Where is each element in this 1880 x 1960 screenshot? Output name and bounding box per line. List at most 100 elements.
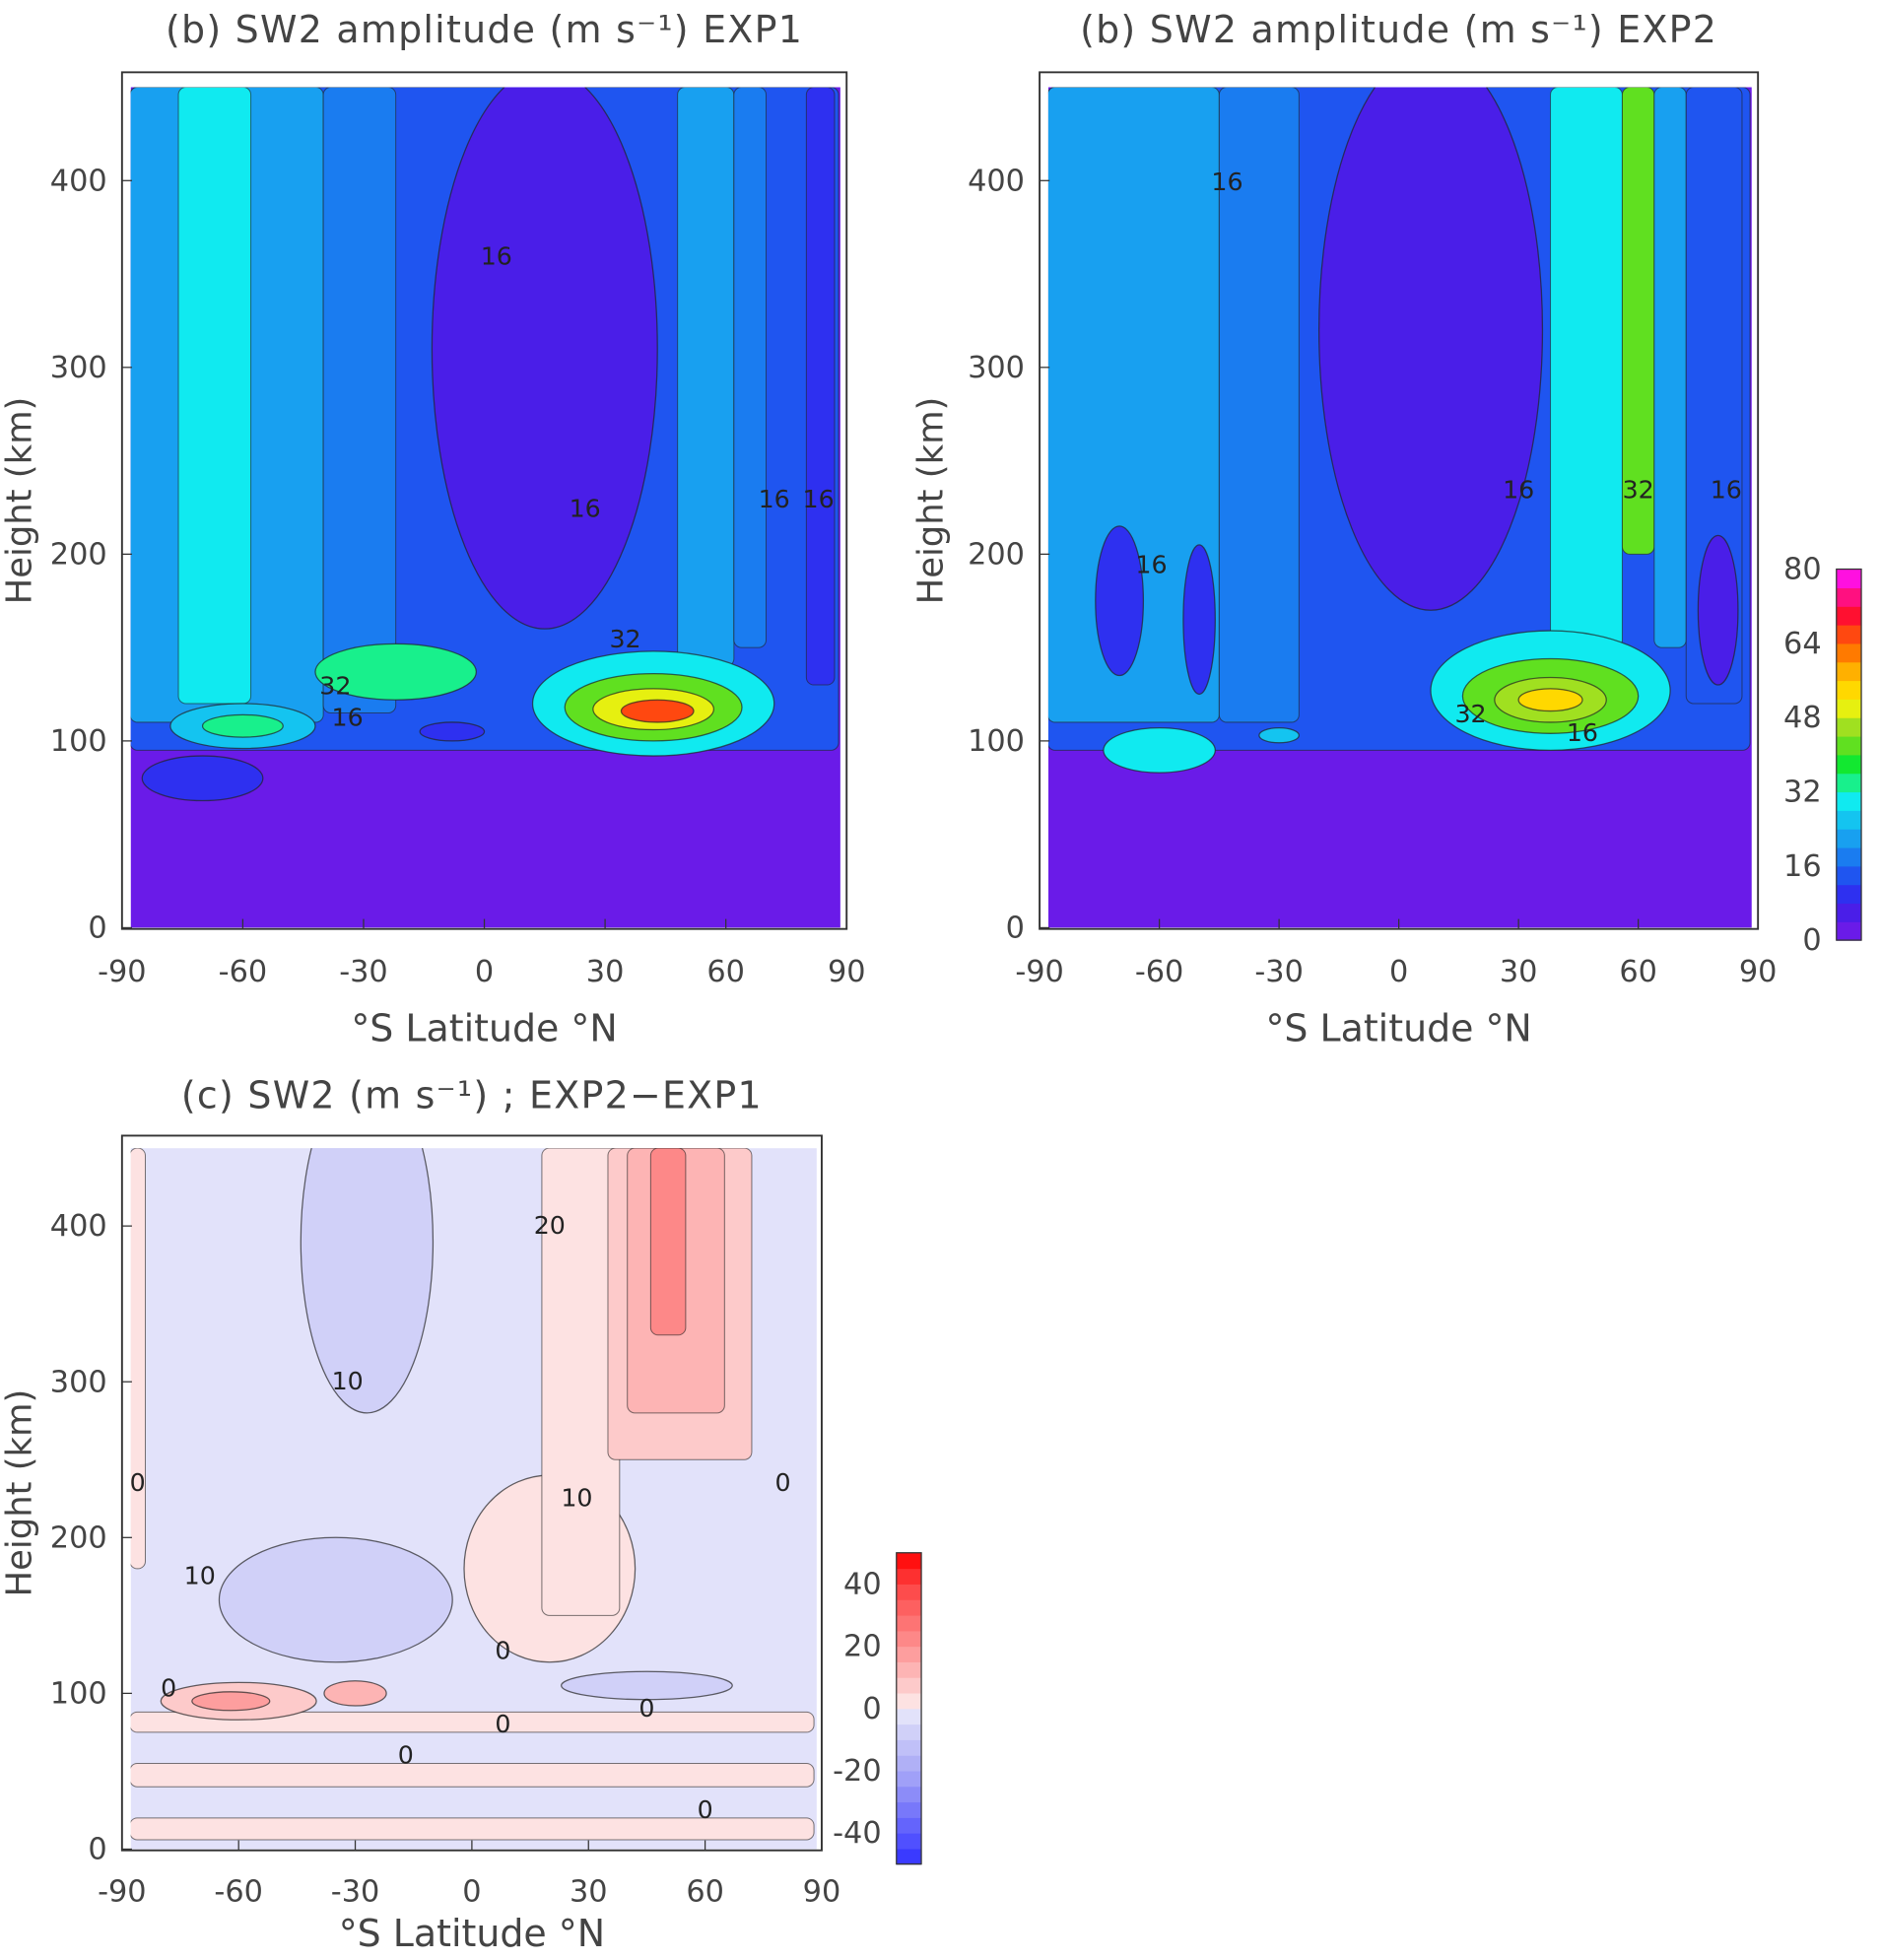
contour-label: 0 [698, 1795, 713, 1824]
colorbar-segment [896, 1677, 922, 1694]
x-tick-label: 0 [475, 955, 494, 989]
colorbar-segment [1836, 699, 1862, 718]
contour-label: 16 [1503, 475, 1534, 504]
contour-region [322, 87, 397, 713]
colorbar-tick-label: 48 [1783, 701, 1822, 735]
contour-label: 32 [1454, 700, 1486, 728]
contour-label: 0 [495, 1637, 510, 1665]
colorbar-tick-label: 64 [1783, 627, 1822, 661]
colorbar-segment [896, 1817, 922, 1834]
y-tick-label: 0 [88, 912, 106, 946]
colorbar-tick-label: 80 [1783, 553, 1822, 587]
y-tick-label: 300 [50, 351, 107, 385]
contour-region [191, 1691, 271, 1712]
contour-region [323, 1680, 387, 1707]
y-tick-label: 400 [968, 164, 1025, 198]
colorbar-tick-label: 0 [1802, 923, 1821, 958]
colorbar-segment [1836, 754, 1862, 775]
chart-title: (b) SW2 amplitude (m s⁻¹) EXP1 [166, 8, 803, 51]
x-tick-label: 30 [586, 955, 625, 989]
contour-region [1095, 525, 1145, 677]
colorbar-segment [896, 1848, 922, 1865]
colorbar-frame [1836, 568, 1862, 941]
contour-region [1103, 726, 1216, 774]
contour-region [431, 87, 658, 630]
x-tick-label: -60 [214, 1875, 263, 1910]
contour-label: 0 [495, 1710, 510, 1738]
contour-label: 16 [1711, 475, 1742, 504]
colorbar-segment [1836, 810, 1862, 830]
colorbar-segment [896, 1552, 922, 1570]
y-tick-label: 100 [50, 724, 107, 759]
contour-region [130, 1817, 815, 1841]
colorbar-tick-label: -20 [833, 1754, 882, 1789]
x-tick-label: 90 [803, 1875, 841, 1910]
contour-label: 32 [319, 672, 351, 701]
colorbar-tick-label: 40 [843, 1567, 882, 1601]
y-axis-label: Height (km) [0, 397, 40, 605]
contour-label: 0 [161, 1674, 176, 1703]
colorbar-segment [1836, 773, 1862, 793]
x-tick-label: 60 [1619, 955, 1657, 989]
x-tick-label: -90 [98, 955, 147, 989]
contour-region [805, 87, 836, 686]
contour-label: 16 [332, 704, 364, 732]
y-tick-label: 300 [50, 1365, 107, 1399]
colorbar-segment [1836, 569, 1862, 588]
x-tick-label: 90 [1739, 955, 1778, 989]
colorbar-tick-label: 20 [843, 1630, 882, 1664]
y-tick-label: 100 [968, 724, 1025, 759]
colorbar-segment [896, 1770, 922, 1788]
contour-region [1697, 534, 1739, 686]
x-tick-label: 0 [1389, 955, 1408, 989]
contour-label: 16 [570, 494, 601, 522]
y-tick-label: 100 [50, 1676, 107, 1711]
colorbar-segment [896, 1646, 922, 1662]
y-tick-label: 400 [50, 164, 107, 198]
x-tick-label: 60 [706, 955, 745, 989]
contour-region [677, 87, 735, 667]
contour-label: 16 [1135, 550, 1167, 578]
colorbar-tick-label: -40 [833, 1816, 882, 1851]
colorbar-segment [896, 1739, 922, 1756]
contour-region [419, 721, 486, 742]
y-tick-label: 0 [1006, 912, 1025, 946]
y-axis-label: Height (km) [0, 1389, 40, 1597]
contour-region [300, 1148, 435, 1414]
contour-region [620, 699, 695, 723]
colorbar-frame [896, 1552, 922, 1865]
colorbar-segment [896, 1801, 922, 1818]
y-tick-label: 300 [968, 351, 1025, 385]
colorbar-tick-label: 32 [1783, 776, 1822, 810]
colorbar-segment [1836, 717, 1862, 737]
chart-title: (b) SW2 amplitude (m s⁻¹) EXP2 [1080, 8, 1717, 51]
contour-region [177, 87, 252, 705]
x-tick-label: -60 [1135, 955, 1184, 989]
x-tick-label: 60 [686, 1875, 724, 1910]
contour-label: 0 [638, 1694, 654, 1723]
x-tick-label: 0 [462, 1875, 481, 1910]
contour-region [1218, 87, 1300, 723]
colorbar-segment [1836, 680, 1862, 700]
colorbar-segment [896, 1630, 922, 1648]
colorbar-segment [1836, 903, 1862, 922]
panel-p1-field: 16 16 16 16 32 32 16 [130, 87, 840, 928]
x-tick-label: -90 [1015, 955, 1064, 989]
colorbar-segment [1836, 642, 1862, 663]
x-axis-label: °S Latitude °N [1265, 1006, 1531, 1049]
y-tick-label: 200 [50, 1521, 107, 1555]
contour-region [561, 1670, 733, 1701]
colorbar-segment [896, 1614, 922, 1632]
contour-label: 16 [803, 485, 835, 513]
contour-region [1258, 726, 1300, 744]
chart-title: (c) SW2 (m s⁻¹) ; EXP2−EXP1 [181, 1074, 763, 1117]
colorbar-segment [1836, 661, 1862, 682]
contour-region [1550, 87, 1623, 648]
contour-region [141, 755, 264, 802]
colorbar-segment [1836, 791, 1862, 811]
contour-label: 10 [561, 1484, 592, 1513]
panel-p3-field: 20 10 0 10 10 0 0 0 0 0 0 0 [130, 1148, 817, 1850]
colorbar-segment [1836, 735, 1862, 756]
y-tick-label: 400 [50, 1209, 107, 1244]
